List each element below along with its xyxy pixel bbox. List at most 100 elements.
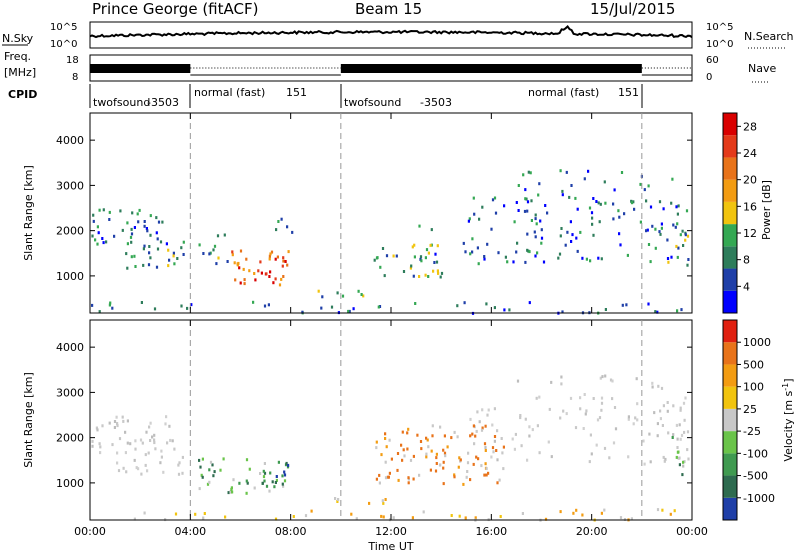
cell-3 — [284, 260, 287, 263]
cell-6 — [476, 410, 479, 414]
cell-6 — [579, 407, 582, 411]
cell-3 — [253, 272, 256, 275]
cell-8 — [572, 511, 575, 515]
cell-6 — [478, 420, 481, 424]
cell-5 — [336, 291, 339, 295]
cell-6 — [584, 412, 587, 416]
cell-8 — [133, 517, 136, 521]
cell-3 — [259, 260, 262, 264]
cell-2 — [198, 487, 201, 491]
cell-9 — [508, 308, 511, 312]
cell-5 — [472, 462, 475, 466]
cell-6 — [531, 428, 534, 432]
cell-0 — [118, 437, 122, 441]
cell-6 — [678, 423, 681, 427]
cell-8 — [630, 517, 633, 521]
cell-7 — [660, 386, 664, 390]
cell-8 — [194, 512, 197, 516]
cell-8 — [559, 510, 562, 514]
cell-0 — [155, 216, 158, 220]
cell-1 — [182, 240, 185, 244]
cell-6 — [582, 427, 585, 430]
cell-6 — [439, 275, 442, 279]
cell-1 — [155, 265, 159, 269]
x-tick-label: 04:00 — [174, 525, 206, 538]
cell-0 — [157, 220, 161, 224]
cell-10 — [684, 233, 687, 237]
cell-7 — [662, 404, 665, 408]
cell-1 — [143, 244, 146, 248]
cell-7 — [651, 385, 654, 389]
cell-2 — [226, 260, 229, 263]
velocity-cbar-tick-label: 500 — [743, 358, 764, 371]
cell-5 — [477, 457, 480, 461]
cell-6 — [627, 415, 630, 419]
cell-1 — [116, 451, 119, 455]
cell-10 — [684, 238, 687, 242]
cell-2 — [259, 472, 262, 475]
cell-7 — [493, 196, 497, 200]
cell-5 — [385, 445, 388, 449]
cell-6 — [513, 447, 516, 451]
cell-7 — [528, 250, 531, 254]
cell-8 — [527, 170, 530, 174]
cell-8 — [310, 509, 313, 513]
cell-6 — [636, 418, 639, 422]
cell-10 — [681, 229, 684, 233]
cell-6 — [613, 406, 617, 409]
colorbar-segment — [723, 201, 737, 225]
cell-9 — [675, 455, 678, 459]
velocity-heatmap — [91, 374, 690, 522]
cell-2 — [229, 490, 232, 494]
cell-10 — [686, 263, 689, 267]
velocity-y-ticks: 1000 2000 3000 4000 — [56, 341, 692, 490]
cell-6 — [493, 439, 496, 443]
colorbar-segment — [723, 224, 737, 247]
cell-7 — [651, 381, 654, 385]
cell-0 — [99, 451, 102, 455]
cell-7 — [464, 250, 467, 254]
cell-7 — [612, 217, 615, 221]
colorbar-segment — [723, 453, 737, 476]
cell-7 — [420, 259, 423, 263]
velocity-cbar-tick-label: -1000 — [743, 492, 775, 505]
cell-7 — [536, 251, 539, 255]
power-cbar-tick-label: 16 — [743, 200, 757, 213]
cpid-mode-1-id: -3503 — [147, 96, 179, 109]
cell-8 — [613, 188, 616, 192]
cell-0 — [92, 219, 95, 223]
cell-7 — [575, 236, 578, 240]
cell-2 — [199, 465, 202, 469]
cell-0 — [149, 439, 152, 442]
cell-0 — [141, 441, 144, 445]
cell-7 — [524, 197, 527, 201]
cell-6 — [491, 423, 494, 427]
cell-9 — [676, 309, 679, 313]
y-tick-label: 1000 — [56, 270, 84, 283]
cell-7 — [515, 250, 518, 254]
cell-8 — [603, 180, 606, 184]
cell-6 — [656, 434, 659, 438]
cell-6 — [585, 409, 588, 413]
cell-6 — [627, 417, 630, 421]
cell-8 — [464, 516, 467, 520]
cell-7 — [682, 401, 686, 405]
freq-block-0 — [90, 64, 191, 73]
cell-9 — [377, 305, 380, 309]
velocity-mode-boundaries — [189, 320, 643, 520]
cell-2 — [277, 460, 280, 464]
cell-1 — [133, 458, 136, 462]
cell-0 — [99, 445, 102, 449]
cell-6 — [672, 433, 675, 437]
cell-8 — [639, 182, 642, 186]
cell-2 — [271, 480, 274, 484]
colorbar-segment — [723, 246, 737, 269]
cpid-mode-3-id: -3503 — [420, 96, 452, 109]
power-colorbar-label: Power [dB] — [760, 180, 773, 240]
cell-5 — [453, 475, 456, 479]
cell-7 — [472, 196, 475, 200]
cell-6 — [424, 273, 427, 277]
velocity-cbar-tick-label: -100 — [743, 447, 768, 460]
cell-4 — [384, 498, 387, 501]
cell-6 — [493, 407, 496, 411]
